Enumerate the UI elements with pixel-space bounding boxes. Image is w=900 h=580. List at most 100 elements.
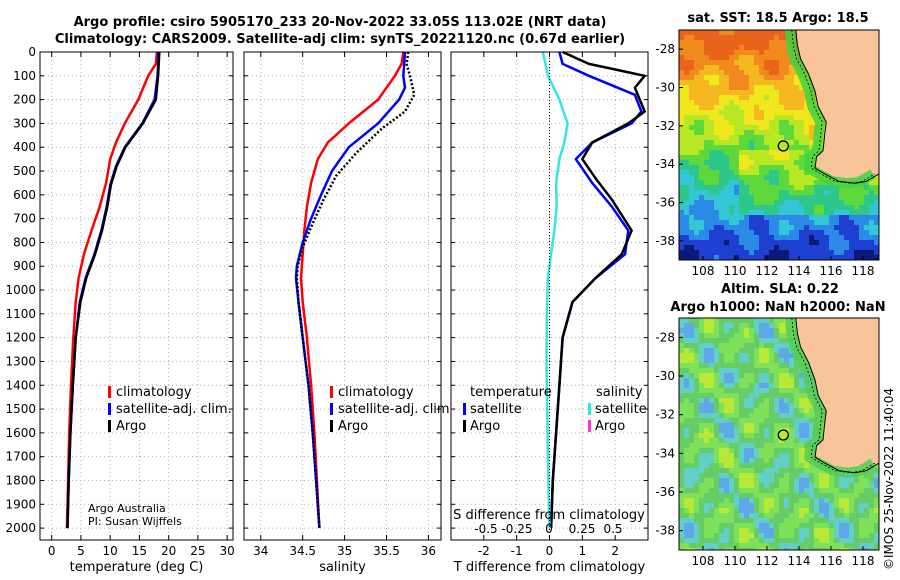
map-cell [764, 205, 769, 210]
map-cell [689, 140, 694, 145]
map-cell [759, 100, 764, 105]
map-cell [719, 518, 724, 523]
map-cell [809, 508, 814, 513]
map-cell [709, 230, 714, 235]
map-cell [709, 493, 714, 498]
map-cell [699, 423, 704, 428]
map-cell [704, 135, 709, 140]
map-cell [679, 398, 684, 403]
map-cell [789, 443, 794, 448]
map-cell [824, 235, 829, 240]
map-cell [719, 368, 724, 373]
map-cell [754, 125, 759, 130]
map-cell [744, 448, 749, 453]
map-cell [719, 333, 724, 338]
map-cell [749, 250, 754, 255]
map-cell [744, 363, 749, 368]
map-cell [739, 528, 744, 533]
map-cell [744, 513, 749, 518]
map-cell [714, 250, 719, 255]
map-cell [764, 368, 769, 373]
map-x-tick-label: 114 [788, 264, 811, 278]
map-cell [704, 45, 709, 50]
map-cell [689, 513, 694, 518]
map-cell [809, 225, 814, 230]
map-cell [744, 105, 749, 110]
map-y-tick-label: -30 [655, 81, 675, 95]
map-cell [834, 220, 839, 225]
map-cell [739, 353, 744, 358]
map-cell [764, 180, 769, 185]
legend-swatch [588, 403, 591, 415]
map-cell [854, 503, 859, 508]
map-cell [764, 543, 769, 548]
map-cell [774, 175, 779, 180]
map-cell [694, 70, 699, 75]
map-cell [814, 180, 819, 185]
x-tick-label: 35 [337, 544, 352, 558]
map-cell [749, 423, 754, 428]
map-cell [759, 513, 764, 518]
map-cell [714, 145, 719, 150]
map-cell [784, 403, 789, 408]
map-cell [719, 100, 724, 105]
map-cell [769, 75, 774, 80]
map-cell [804, 105, 809, 110]
map-cell [729, 408, 734, 413]
map-cell [734, 503, 739, 508]
map-cell [704, 125, 709, 130]
map-cell [834, 225, 839, 230]
map-cell [824, 220, 829, 225]
map-cell [749, 383, 754, 388]
map-cell [679, 230, 684, 235]
map-cell [694, 503, 699, 508]
map-cell [719, 498, 724, 503]
map-cell [834, 533, 839, 538]
map-cell [759, 105, 764, 110]
map-cell [709, 240, 714, 245]
map-cell [714, 100, 719, 105]
map-cell [689, 145, 694, 150]
map-cell [679, 428, 684, 433]
map-cell [729, 180, 734, 185]
map-cell [749, 150, 754, 155]
map-cell [699, 130, 704, 135]
map-cell [764, 333, 769, 338]
x-tick-label: 36 [421, 544, 436, 558]
map-cell [774, 538, 779, 543]
map-cell [739, 413, 744, 418]
map-cell [699, 215, 704, 220]
map-cell [789, 140, 794, 145]
map-cell [769, 245, 774, 250]
map-cell [854, 215, 859, 220]
map-cell [744, 175, 749, 180]
map-cell [839, 215, 844, 220]
map-cell [739, 110, 744, 115]
map-cell [684, 70, 689, 75]
map-cell [709, 70, 714, 75]
map-cell [734, 185, 739, 190]
map-cell [799, 423, 804, 428]
map-cell [709, 463, 714, 468]
map-cell [784, 95, 789, 100]
map-cell [864, 190, 869, 195]
map-cell [824, 518, 829, 523]
map-cell [719, 433, 724, 438]
map-cell [719, 95, 724, 100]
map-cell [684, 215, 689, 220]
map-cell [744, 230, 749, 235]
map-cell [754, 150, 759, 155]
map-cell [689, 205, 694, 210]
map-cell [709, 250, 714, 255]
map-cell [804, 220, 809, 225]
map-cell [814, 185, 819, 190]
map-cell [754, 543, 759, 548]
map-cell [764, 418, 769, 423]
map-cell [804, 518, 809, 523]
map-cell [729, 538, 734, 543]
map-cell [724, 90, 729, 95]
map-cell [819, 518, 824, 523]
map-cell [679, 55, 684, 60]
map-cell [754, 548, 759, 550]
map-cell [754, 498, 759, 503]
